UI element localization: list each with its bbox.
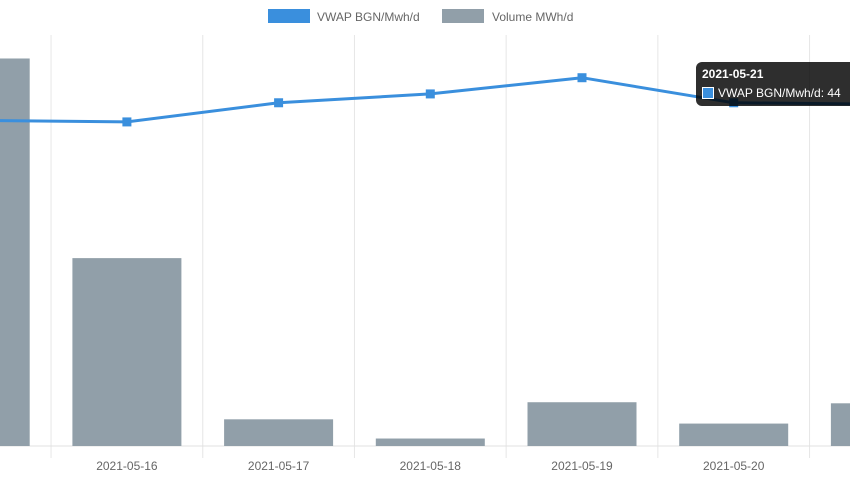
- volume-bars: [0, 58, 850, 446]
- legend-label-vwap[interactable]: VWAP BGN/Mwh/d: [317, 10, 420, 24]
- volume-bar-2021-05-20[interactable]: [679, 423, 789, 446]
- vwap-point-2021-05-16[interactable]: [122, 117, 132, 127]
- volume-bar-2021-05-19[interactable]: [527, 402, 637, 446]
- volume-bar-2021-05-17[interactable]: [224, 419, 334, 446]
- vwap-point-2021-05-19[interactable]: [577, 73, 587, 83]
- legend-label-volume[interactable]: Volume MWh/d: [492, 10, 573, 24]
- x-tick-label: 2021-05-17: [248, 459, 310, 473]
- legend-swatch-vwap[interactable]: [268, 9, 310, 23]
- x-tick-label: 2021-05-16: [96, 459, 158, 473]
- volume-bar-2021-05-21[interactable]: [830, 403, 850, 446]
- tooltip: 2021-05-21 VWAP BGN/Mwh/d: 44: [696, 62, 850, 106]
- tooltip-row: VWAP BGN/Mwh/d: 44: [702, 85, 850, 101]
- legend-swatch-volume[interactable]: [442, 9, 484, 23]
- x-axis-ticks: 52021-05-162021-05-172021-05-182021-05-1…: [96, 459, 765, 473]
- tooltip-value: VWAP BGN/Mwh/d: 44: [718, 86, 841, 100]
- x-tick-label: 2021-05-20: [703, 459, 765, 473]
- tooltip-color-swatch: [702, 87, 714, 99]
- vwap-point-2021-05-18[interactable]: [425, 89, 435, 99]
- tooltip-title: 2021-05-21: [702, 67, 764, 81]
- volume-bar-2021-05-18[interactable]: [375, 438, 485, 446]
- vwap-point-2021-05-17[interactable]: [274, 98, 284, 108]
- x-tick-label: 2021-05-18: [400, 459, 462, 473]
- x-tick-label: 2021-05-19: [551, 459, 613, 473]
- legend: VWAP BGN/Mwh/d Volume MWh/d: [268, 9, 573, 24]
- volume-bar-2021-05-16[interactable]: [72, 258, 182, 446]
- volume-bar-2021-05-15[interactable]: [0, 58, 30, 446]
